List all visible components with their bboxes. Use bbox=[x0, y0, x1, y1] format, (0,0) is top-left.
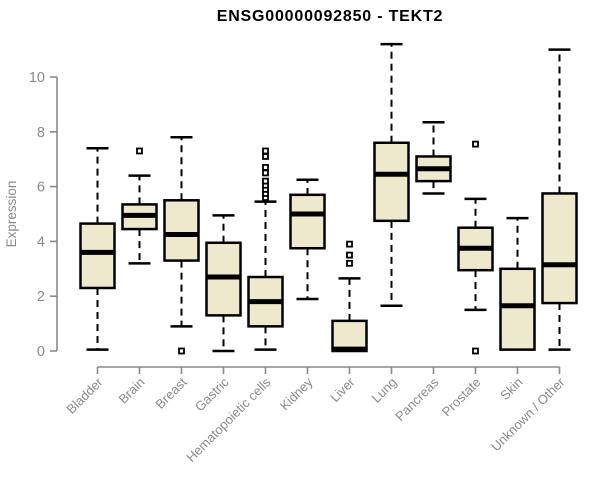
outlier-point bbox=[262, 147, 269, 155]
x-tick-label-unknown-other: Unknown / Other bbox=[488, 374, 568, 454]
chart-title: ENSG00000092850 - TEKT2 bbox=[216, 8, 444, 25]
y-axis-title: Expression bbox=[4, 181, 19, 248]
x-tick-label-kidney: Kidney bbox=[277, 374, 316, 413]
x-tick-label-breast: Breast bbox=[152, 374, 189, 411]
y-tick-label: 10 bbox=[29, 70, 45, 86]
outlier-point bbox=[262, 169, 269, 177]
iqr-box bbox=[541, 192, 578, 305]
x-tick-label-skin: Skin bbox=[497, 375, 525, 403]
y-tick-label: 0 bbox=[37, 344, 45, 360]
iqr-box bbox=[289, 193, 326, 250]
outlier-point bbox=[262, 177, 269, 185]
y-tick-label: 4 bbox=[37, 234, 45, 250]
box-breast bbox=[163, 136, 200, 355]
box-skin bbox=[499, 216, 536, 351]
box-kidney bbox=[289, 178, 326, 301]
outlier-point bbox=[472, 347, 479, 355]
y-tick-label: 2 bbox=[37, 289, 45, 305]
x-tick-label-lung: Lung bbox=[369, 375, 400, 406]
y-tick-label: 6 bbox=[37, 180, 45, 196]
outlier-point bbox=[346, 259, 353, 267]
box-lung bbox=[373, 42, 410, 308]
outlier-point bbox=[346, 251, 353, 259]
outlier-point bbox=[136, 147, 143, 155]
x-tick-label-brain: Brain bbox=[116, 375, 148, 407]
iqr-box bbox=[163, 199, 200, 262]
outlier-point bbox=[178, 347, 185, 355]
outlier-point bbox=[262, 153, 269, 160]
box-pancreas bbox=[415, 120, 452, 195]
x-tick-label-bladder: Bladder bbox=[63, 374, 106, 417]
box-gastric bbox=[205, 214, 242, 353]
x-tick-label-prostate: Prostate bbox=[439, 375, 484, 420]
x-tick-label-gastric: Gastric bbox=[192, 374, 232, 414]
x-tick-label-liver: Liver bbox=[327, 374, 358, 405]
box-prostate bbox=[457, 140, 494, 355]
box-bladder bbox=[79, 146, 116, 351]
iqr-box bbox=[373, 141, 410, 223]
iqr-box bbox=[79, 222, 116, 290]
box-liver bbox=[331, 240, 368, 353]
x-tick-label-pancreas: Pancreas bbox=[392, 374, 442, 424]
outlier-point bbox=[346, 240, 353, 248]
outlier-point bbox=[262, 164, 269, 171]
y-tick-label: 8 bbox=[37, 125, 45, 141]
iqr-box bbox=[499, 267, 536, 351]
iqr-box bbox=[331, 319, 368, 353]
box-brain bbox=[121, 147, 158, 265]
box-hematopoietic-cells bbox=[247, 147, 284, 351]
y-axis: 0 2 4 6 8 10 Expression bbox=[4, 70, 58, 360]
box-unknown-other bbox=[541, 48, 578, 351]
outlier-point bbox=[472, 140, 479, 148]
